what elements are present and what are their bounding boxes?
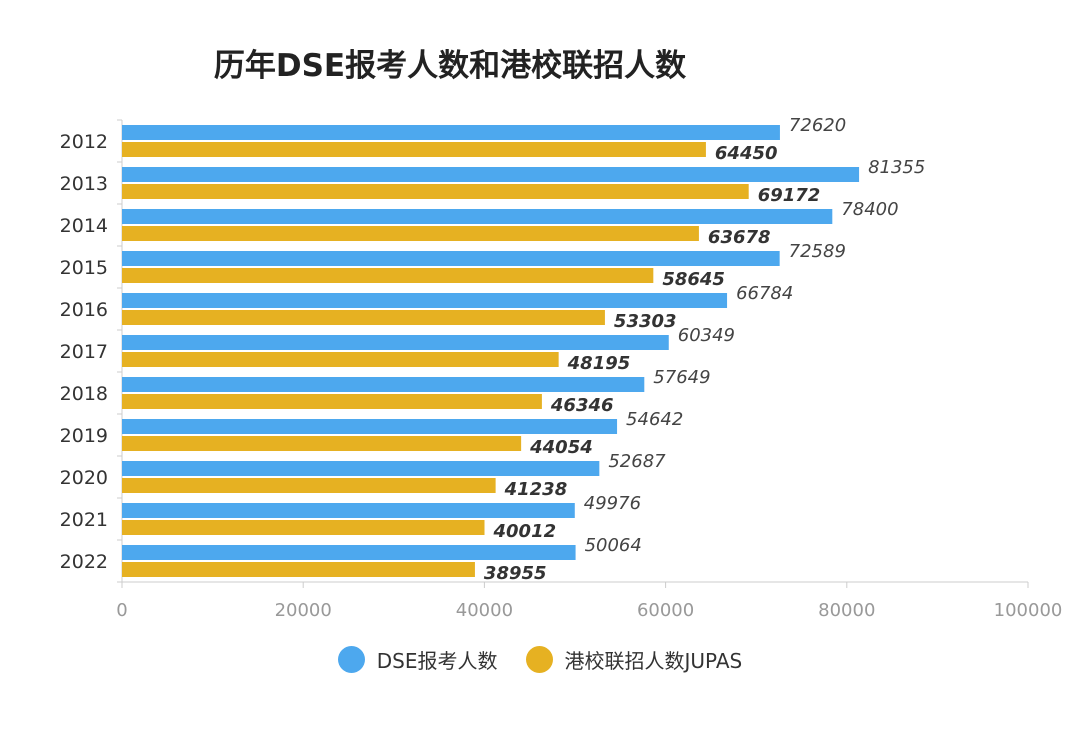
x-tick-label: 40000 xyxy=(456,600,513,621)
legend-item-jupas[interactable]: 港校联招人数JUPAS xyxy=(525,645,743,674)
x-tick-label: 20000 xyxy=(275,600,332,621)
data-label-jupas: 40012 xyxy=(493,521,557,542)
y-tick-label: 2022 xyxy=(60,551,108,573)
legend-label-jupas: 港校联招人数JUPAS xyxy=(564,649,743,673)
data-label-dse: 52687 xyxy=(608,451,666,472)
bar-jupas xyxy=(122,268,654,283)
data-label-jupas: 48195 xyxy=(567,353,631,374)
data-label-jupas: 64450 xyxy=(715,143,778,164)
y-tick-label: 2014 xyxy=(60,215,108,237)
data-label-jupas: 63678 xyxy=(708,227,771,248)
y-tick-label: 2013 xyxy=(60,173,108,195)
y-tick-label: 2021 xyxy=(60,509,108,531)
bar-jupas xyxy=(122,520,485,535)
legend-item-dse[interactable]: DSE报考人数 xyxy=(337,645,498,674)
data-label-jupas: 58645 xyxy=(662,269,725,290)
y-tick-label: 2018 xyxy=(60,383,108,405)
bar-jupas xyxy=(122,310,605,325)
bar-jupas xyxy=(122,226,699,241)
data-label-dse: 57649 xyxy=(653,367,710,388)
bar-jupas xyxy=(122,436,522,451)
bar-jupas xyxy=(122,142,706,157)
y-tick-label: 2019 xyxy=(60,425,108,447)
bar-dse xyxy=(122,377,645,392)
y-tick-label: 2015 xyxy=(60,257,108,279)
bar-jupas xyxy=(122,184,749,199)
bar-dse xyxy=(122,167,860,182)
bar-jupas xyxy=(122,394,542,409)
bar-dse xyxy=(122,209,833,224)
legend-marker-jupas xyxy=(525,646,553,673)
data-label-dse: 72620 xyxy=(789,115,846,136)
y-tick-label: 2017 xyxy=(60,341,108,363)
bar-dse xyxy=(122,251,780,266)
data-label-dse: 50064 xyxy=(585,535,642,556)
data-label-jupas: 41238 xyxy=(504,479,568,500)
data-label-jupas: 53303 xyxy=(614,311,677,332)
bar-dse xyxy=(122,545,576,560)
bar-dse xyxy=(122,461,600,476)
data-label-dse: 81355 xyxy=(868,157,925,178)
bar-dse xyxy=(122,419,618,434)
data-label-dse: 54642 xyxy=(626,409,683,430)
data-label-dse: 66784 xyxy=(736,283,793,304)
data-label-dse: 72589 xyxy=(789,241,846,262)
x-tick-label: 80000 xyxy=(818,600,875,621)
bar-dse xyxy=(122,125,780,140)
y-tick-label: 2020 xyxy=(60,467,108,489)
legend: DSE报考人数 港校联招人数JUPAS xyxy=(0,645,1080,674)
x-tick-label: 0 xyxy=(116,600,127,621)
data-label-jupas: 46346 xyxy=(550,395,614,416)
data-label-dse: 49976 xyxy=(584,493,641,514)
legend-marker-dse xyxy=(337,646,365,673)
bar-dse xyxy=(122,503,575,518)
data-label-jupas: 69172 xyxy=(758,185,821,206)
bar-jupas xyxy=(122,478,496,493)
bar-dse xyxy=(122,293,728,308)
chart-title: 历年DSE报考人数和港校联招人数 xyxy=(213,48,687,84)
y-tick-label: 2012 xyxy=(60,131,108,153)
data-label-dse: 78400 xyxy=(841,199,898,220)
bar-jupas xyxy=(122,562,475,577)
x-tick-label: 60000 xyxy=(637,600,694,621)
data-label-jupas: 44054 xyxy=(529,437,593,458)
x-tick-label: 100000 xyxy=(994,600,1063,621)
bar-dse xyxy=(122,335,669,350)
data-label-jupas: 38955 xyxy=(484,563,547,584)
legend-label-dse: DSE报考人数 xyxy=(376,649,498,673)
y-tick-label: 2016 xyxy=(60,299,108,321)
bar-jupas xyxy=(122,352,559,367)
data-label-dse: 60349 xyxy=(678,325,735,346)
